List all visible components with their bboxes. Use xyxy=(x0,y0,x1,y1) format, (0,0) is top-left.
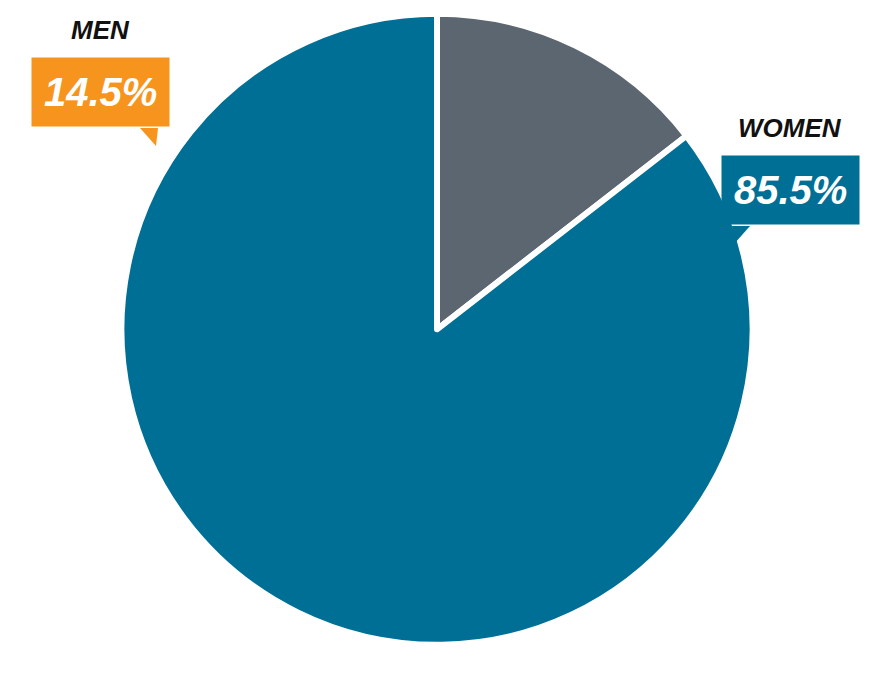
svg-text:MEN: MEN xyxy=(71,15,130,45)
svg-text:14.5%: 14.5% xyxy=(44,70,157,114)
svg-text:WOMEN: WOMEN xyxy=(738,113,842,143)
svg-text:85.5%: 85.5% xyxy=(734,168,847,212)
